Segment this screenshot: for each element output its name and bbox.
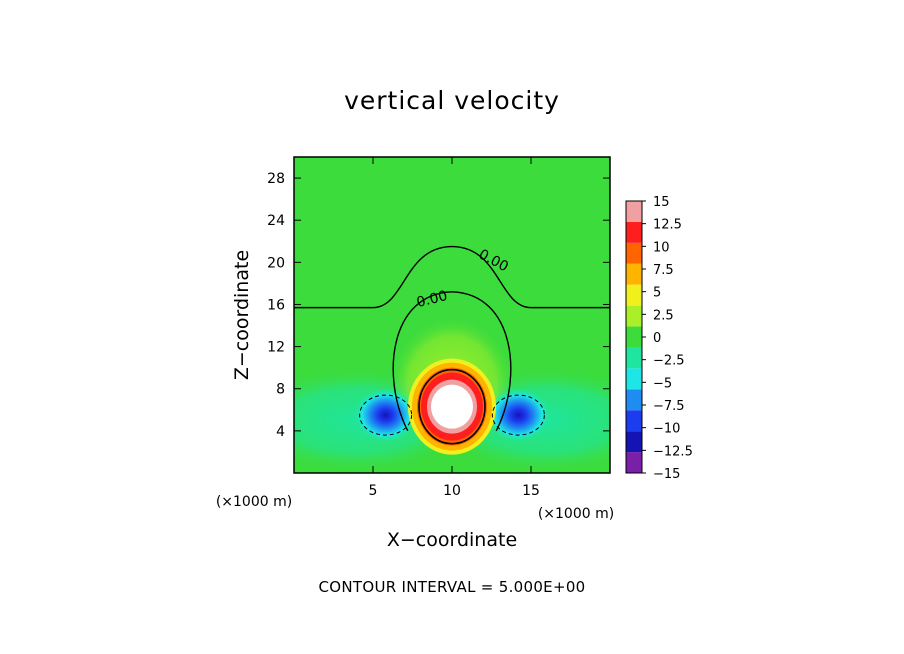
- colorbar-segment: [626, 326, 642, 348]
- downdraft-core-1: [354, 388, 418, 442]
- colorbar-label: −7.5: [653, 399, 685, 414]
- colorbar-label: −15: [653, 467, 680, 482]
- zero-contour-outer: [294, 245, 610, 309]
- x-tick-label: 5: [369, 483, 378, 499]
- y-tick-label: 28: [267, 171, 285, 187]
- axes: 5 10 15 4 8 12 16 20 24 28 (×1000 m) (×1000 m) X−coo…: [216, 157, 614, 551]
- y-tick-label: 16: [267, 297, 285, 313]
- colorbar-segment: [626, 242, 642, 264]
- colorbar: 15 12.5 10 7.5 5 2.5 0 −2.5 −5 −7.5 −10 −12.5 −15: [625, 195, 693, 482]
- colorbar-segment: [626, 389, 642, 411]
- colorbar-segment: [626, 368, 642, 390]
- colorbar-segment: [626, 431, 642, 453]
- colorbar-segment: [626, 263, 642, 285]
- colorbar-label: 5: [653, 286, 661, 301]
- contour-dashed-2: [491, 394, 545, 436]
- zero-contour-inner: [392, 291, 512, 432]
- y-tick-label: 20: [267, 255, 285, 271]
- colorbar-segment: [626, 452, 642, 473]
- x-unit-label-left: (×1000 m): [216, 494, 292, 510]
- colorbar-label: −10: [653, 422, 680, 437]
- y-tick-label: 24: [267, 213, 285, 229]
- x-tick-label: 10: [443, 483, 461, 499]
- colorbar-label: −12.5: [653, 444, 693, 459]
- contour-interval-label: CONTOUR INTERVAL = 5.000E+00: [318, 578, 586, 596]
- downdraft-core-2: [486, 388, 550, 442]
- colorbar-label: 7.5: [653, 263, 674, 278]
- colorbar-label: 12.5: [653, 218, 682, 233]
- y-tick-label: 4: [276, 424, 285, 440]
- colorbar-segment: [626, 221, 642, 243]
- colorbar-label: 15: [653, 195, 670, 210]
- updraft-ring-6: [431, 384, 473, 429]
- x-tick-label: 15: [522, 483, 540, 499]
- colorbar-label: −5: [653, 376, 672, 391]
- y-tick-label: 12: [267, 340, 285, 356]
- colorbar-label: 10: [653, 240, 670, 255]
- colorbar-segment: [626, 201, 642, 222]
- x-unit-label-right: (×1000 m): [538, 506, 614, 522]
- colorbar-segment: [626, 410, 642, 432]
- colorbar-label: 0: [653, 331, 661, 346]
- contour-dashed-1: [359, 394, 413, 436]
- y-axis-title: Z−coordinate: [231, 250, 253, 380]
- y-tick-label: 8: [276, 382, 285, 398]
- chart-title: vertical velocity: [344, 86, 560, 115]
- colorbar-label: 2.5: [653, 308, 674, 323]
- contour-label-inner: 0.00: [415, 288, 449, 311]
- x-axis-title: X−coordinate: [387, 529, 517, 551]
- contour-ring-updraft: [418, 368, 486, 445]
- colorbar-label: −2.5: [653, 354, 685, 369]
- colorbar-segment: [626, 284, 642, 306]
- colorbar-segment: [626, 347, 642, 369]
- heatmap-field: [294, 157, 610, 473]
- colorbar-segment: [626, 305, 642, 327]
